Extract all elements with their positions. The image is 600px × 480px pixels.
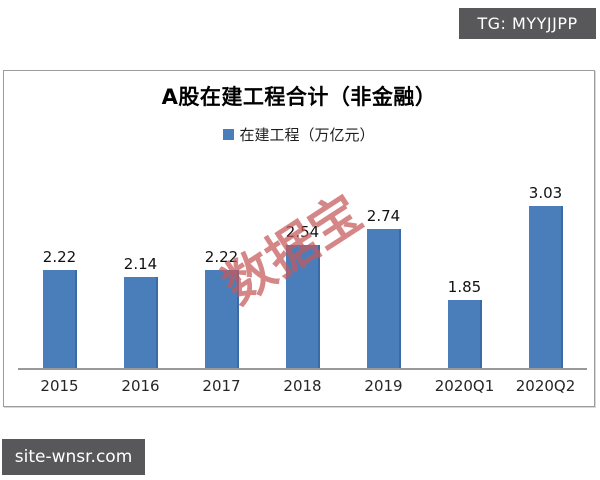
bar	[204, 270, 239, 368]
x-tick-label: 2015	[40, 377, 79, 395]
bar	[447, 300, 482, 368]
bar	[285, 245, 320, 368]
x-axis-ticks: 2015 2016 2017 2018 2019 2020Q1 2020Q2	[19, 377, 586, 395]
chart-title: A股在建工程合计（非金融）	[161, 85, 437, 109]
legend-swatch	[223, 129, 235, 140]
legend-label: 在建工程（万亿元）	[239, 126, 375, 144]
bar-value-label: 3.03	[528, 184, 563, 202]
x-axis-line	[18, 368, 587, 370]
bar-value-label: 1.85	[447, 278, 482, 296]
bar-slot: 3.03	[505, 71, 586, 368]
plot-area: 2.22 2.14 2.22 2.54 2.74 1.85 3.03	[19, 71, 586, 368]
x-tick-label: 2020Q1	[434, 377, 495, 395]
x-tick-label: 2018	[283, 377, 322, 395]
bar	[366, 229, 401, 368]
bar-value-label: 2.22	[204, 248, 239, 266]
bar-value-label: 2.22	[42, 248, 77, 266]
bar-slot: 2.74	[343, 71, 424, 368]
bar	[123, 277, 158, 368]
x-tick-label: 2019	[364, 377, 403, 395]
bar-slot: 2.54	[262, 71, 343, 368]
bar-slot: 2.22	[19, 71, 100, 368]
bar-value-label: 2.54	[285, 223, 320, 241]
bar-value-label: 2.74	[366, 207, 401, 225]
x-tick-label: 2016	[121, 377, 160, 395]
bar	[528, 206, 563, 368]
bar-slot: 2.14	[100, 71, 181, 368]
chart-legend: 在建工程（万亿元）	[4, 124, 594, 145]
bar-slot: 2.22	[181, 71, 262, 368]
bar-value-label: 2.14	[123, 255, 158, 273]
site-watermark-badge: site-wnsr.com	[2, 439, 145, 475]
x-tick-label: 2020Q2	[515, 377, 576, 395]
bar-slot: 1.85	[424, 71, 505, 368]
tg-watermark-badge: TG: MYYJJPP	[459, 8, 596, 39]
chart-frame: A股在建工程合计（非金融） 在建工程（万亿元） 2.22 2.14 2.22 2.54…	[3, 70, 595, 407]
bar	[42, 270, 77, 368]
x-tick-label: 2017	[202, 377, 241, 395]
